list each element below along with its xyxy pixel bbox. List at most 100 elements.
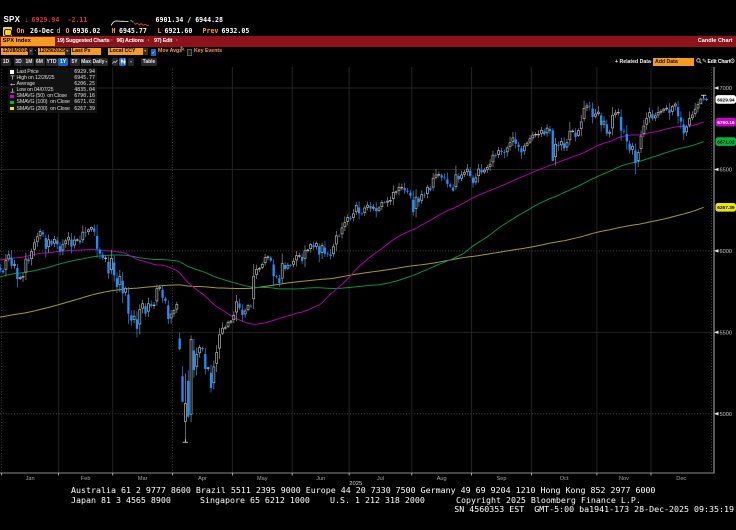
average-marker-icon	[9, 82, 15, 86]
legend-row: SMAVG (50) on Close 6790.16	[9, 93, 95, 100]
search-icon[interactable]	[695, 58, 702, 66]
open-value: 6936.02	[72, 27, 101, 35]
currency-dropdown[interactable]: ▼	[143, 47, 148, 56]
date-to-dropdown[interactable]: ▼	[65, 47, 70, 56]
price-badge-value: 6790.16	[717, 120, 735, 126]
menu-dot: ·	[111, 38, 113, 44]
month-label: Jun	[316, 476, 325, 482]
line-chart-type-button[interactable]	[111, 57, 118, 66]
y-axis-label: 5000	[720, 412, 732, 418]
chart-legend: Last Price 6929.94 High on 12/26/25 6945.77…	[8, 67, 97, 113]
date-from-dropdown[interactable]: ▼	[28, 47, 33, 56]
period-5y[interactable]: 5Y	[69, 57, 80, 66]
sma-lines	[0, 121, 704, 325]
footer-copyright: Copyright 2025 Bloomberg Finance L.P.	[456, 494, 641, 505]
date-to-field[interactable]: 12/29/2025	[37, 47, 65, 56]
chart-type-dropdown[interactable]: ▼	[128, 57, 134, 66]
extreme-markers	[182, 94, 709, 443]
period-3d[interactable]: 3D	[13, 57, 24, 66]
prev-label: Prev	[202, 27, 219, 35]
period-1d[interactable]: 1D	[1, 57, 11, 66]
date-from-field[interactable]: 12/28/2024	[1, 47, 29, 56]
month-label: Oct	[560, 476, 569, 482]
menu-bar: SPX Index 19) Suggested Charts · 96) Act…	[0, 36, 736, 47]
legend-row: Average 6206.25	[9, 81, 95, 88]
last-price: 6929.94	[31, 16, 60, 24]
intraday-sparkline	[111, 19, 149, 27]
price-badge-value: 6929.94	[717, 97, 735, 103]
date-range-dash: -	[34, 47, 37, 54]
interval-select[interactable]: Daily▼	[92, 57, 108, 66]
low-value: 6921.60	[164, 27, 193, 35]
ticker-input[interactable]: SPX Index	[0, 36, 55, 46]
legend-label: Low on 04/07/25	[16, 87, 54, 94]
period-bar: 1D 3D 1M 6M YTD 1Y 5Y Max Daily▼ ▼ Table…	[0, 56, 736, 67]
price-badge-value: 6267.39	[717, 205, 735, 211]
table-button[interactable]: Table	[141, 57, 157, 66]
on-label: On	[16, 27, 25, 35]
month-label: Nov	[619, 476, 629, 482]
legend-value: 6929.94	[74, 68, 95, 75]
legend-swatch-icon	[9, 100, 15, 105]
related-data-dot: ·	[650, 58, 653, 65]
legend-label: SMAVG (200) on Close	[16, 105, 70, 112]
quote-date: 26-Dec	[30, 27, 54, 35]
candle-chart-type-button[interactable]	[119, 57, 126, 66]
gear-icon[interactable]: ⚙	[729, 57, 736, 65]
chart-type-title: Candle Chart	[697, 38, 733, 44]
footer-singapore: Singapore 65 6212 1000	[200, 494, 310, 505]
month-label: Jan	[26, 476, 35, 482]
down-arrow-icon: ↓	[24, 15, 29, 24]
legend-value: 4835.04	[74, 87, 95, 94]
menu-dot: ·	[176, 38, 178, 44]
legend-value: 6945.77	[74, 74, 95, 81]
year-label: 2025	[349, 481, 362, 487]
currency-field[interactable]: Local CCY	[108, 47, 143, 56]
related-data-button[interactable]: + Related Data	[615, 58, 651, 65]
high-label: H	[111, 27, 116, 35]
legend-row: High on 12/26/25 6945.77	[10, 74, 95, 81]
gridlines	[0, 66, 712, 473]
month-label: Dec	[676, 476, 686, 482]
edit-chart-pencil-icon: ✎	[702, 58, 708, 65]
ohlc-line: On 26-Dec d O 6936.02 H 6945.77 L 6921.6…	[0, 26, 736, 37]
footer-phones-line2: Japan 81 3 4565 8900 Singapore 65 6212 1…	[0, 494, 736, 505]
candle-chart-icon	[120, 58, 125, 65]
footer-phones-line1: Australia 61 2 9777 8600 Brazil 5511 239…	[71, 485, 656, 495]
menu-suggested-charts[interactable]: 19) Suggested Charts	[57, 38, 110, 44]
legend-label: Average	[16, 81, 36, 88]
prev-value: 6932.05	[221, 27, 250, 35]
y-axis-label: 7000	[720, 86, 732, 92]
period-1m[interactable]: 1M	[24, 57, 34, 66]
high-marker-icon	[10, 75, 14, 80]
footer-japan: Japan 81 3 4565 8900	[71, 494, 171, 505]
legend-swatch-icon	[9, 69, 15, 74]
interval-dropdown-arrow: ▼	[104, 59, 108, 64]
calendar-icon	[2, 26, 12, 37]
edit-chart-button[interactable]: Edit Chart	[707, 58, 731, 65]
legend-label: Last Price	[16, 68, 39, 75]
month-label: Apr	[198, 476, 207, 482]
footer-us: U.S. 1 212 318 2000	[330, 494, 425, 505]
period-max[interactable]: Max	[80, 57, 92, 66]
add-data-input[interactable]: Add Data	[653, 57, 694, 66]
period-1y[interactable]: 1Y	[58, 57, 68, 66]
mov-avgs-label: Mov Avgs	[158, 47, 183, 54]
period-ytd[interactable]: YTD	[45, 57, 58, 66]
period-6m[interactable]: 6M	[34, 57, 45, 66]
legend-label: SMAVG (50) on Close	[16, 93, 68, 100]
pencil-icon[interactable]: ✎	[180, 47, 186, 54]
month-label: May	[257, 476, 268, 482]
ticker-symbol: SPX	[3, 15, 21, 24]
key-events-checkbox[interactable]	[187, 48, 192, 57]
month-label: Feb	[81, 476, 91, 482]
legend-row: Last Price 6929.94	[9, 68, 95, 75]
sma-line-100	[0, 141, 704, 290]
footer-terminal-id: SN 4560353 EST GMT-5:00 ba1941-173 28-De…	[454, 504, 734, 514]
menu-edit[interactable]: 97) Edit	[154, 38, 173, 44]
month-label: Sep	[497, 476, 507, 482]
menu-actions[interactable]: 96) Actions	[116, 38, 144, 44]
price-type-field[interactable]: Last Px	[70, 47, 101, 56]
mov-avgs-checkbox[interactable]: ✓	[151, 48, 156, 57]
